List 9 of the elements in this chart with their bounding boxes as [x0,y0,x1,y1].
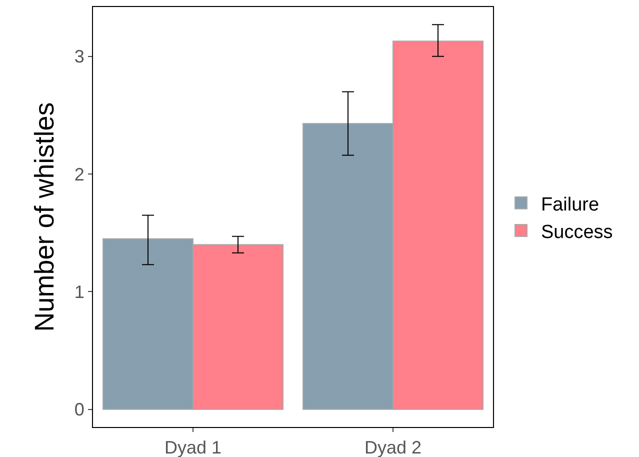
x-tick-label: Dyad 1 [164,438,222,457]
y-tick-label: 2 [74,164,84,184]
legend-label: Success [541,222,613,243]
x-tick-label: Dyad 2 [364,438,422,457]
y-tick-label: 0 [74,400,84,420]
y-axis-title: Number of whistles [29,102,60,332]
y-tick-label: 1 [74,282,84,302]
y-tick-label: 3 [74,46,84,67]
legend-label: Failure [541,194,600,216]
